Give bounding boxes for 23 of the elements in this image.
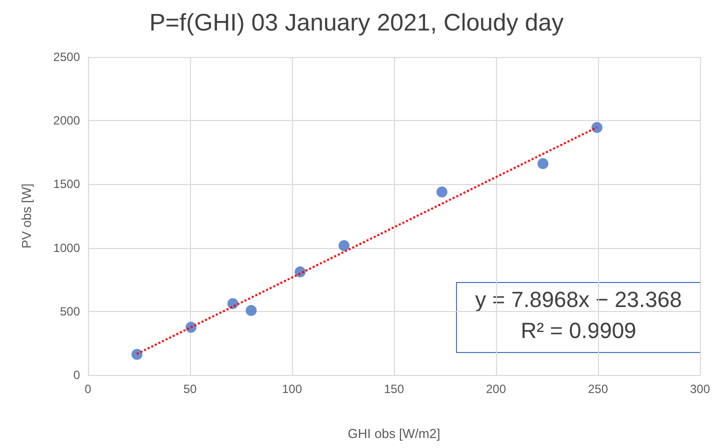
y-tick-label: 1500 xyxy=(53,177,80,192)
x-tick-label: 200 xyxy=(486,382,506,396)
point xyxy=(537,158,548,170)
y-axis-title: PV obs [W] xyxy=(19,183,34,249)
x-tick-label: 50 xyxy=(183,382,197,396)
x-tick-label: 250 xyxy=(588,382,608,396)
y-tick-label: 2500 xyxy=(53,50,80,64)
y-tick-label: 1000 xyxy=(53,240,80,255)
point xyxy=(591,122,602,133)
x-axis-title: GHI obs [W/m2] xyxy=(348,426,440,441)
chart-title: P=f(GHI) 03 January 2021, Cloudy day xyxy=(149,10,564,36)
point xyxy=(338,240,350,252)
point xyxy=(436,186,448,198)
y-tick-label: 2000 xyxy=(53,114,80,128)
y-tick-label: 500 xyxy=(60,304,80,318)
x-tick-label: 0 xyxy=(84,382,92,396)
annotation: R² = 0.9909 xyxy=(520,318,636,343)
point xyxy=(246,305,257,316)
point xyxy=(131,348,142,360)
y-tick-label: 0 xyxy=(73,368,80,382)
x-tick-label: 100 xyxy=(282,382,302,396)
x-tick-label: 300 xyxy=(690,382,710,396)
x-tick-label: 150 xyxy=(384,382,404,396)
